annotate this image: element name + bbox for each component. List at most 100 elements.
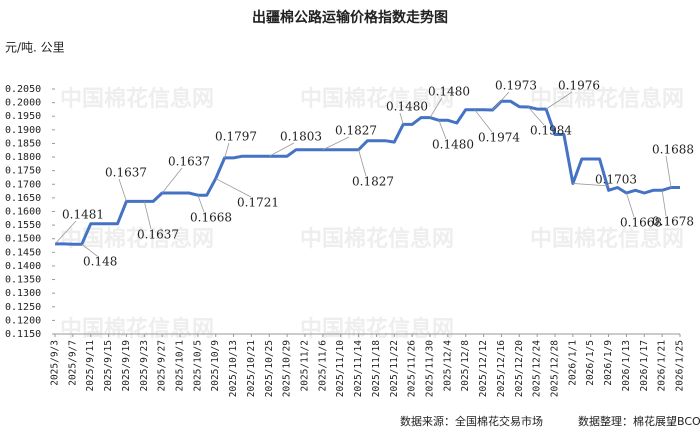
annotation: 0.1668: [620, 216, 662, 230]
annotation: 0.1678: [652, 215, 694, 229]
annotation-leader: [358, 149, 367, 177]
annotation-leader: [143, 201, 152, 230]
annotation: 0.1803: [280, 130, 322, 144]
y-tick-label: 0.1400: [5, 261, 41, 272]
annotation-leader: [399, 112, 404, 125]
watermark: 中国棉花信息网: [300, 226, 454, 252]
y-tick-label: 0.1750: [5, 166, 41, 177]
x-tick-label: 2025/12/12: [478, 340, 489, 397]
x-tick-label: 2026/1/17: [639, 340, 650, 391]
annotation-leader: [197, 195, 205, 213]
annotation-leader: [269, 142, 295, 157]
annotation-leader: [215, 178, 252, 198]
annotation: 0.1481: [62, 208, 104, 222]
x-tick-label: 2025/12/4: [442, 340, 453, 392]
x-tick-label: 2025/12/28: [550, 340, 561, 397]
y-tick-label: 0.1550: [5, 220, 41, 231]
source: 数据来源：全国棉花交易市场: [400, 414, 543, 428]
annotation-leader: [54, 220, 77, 245]
annotation-leader: [118, 178, 127, 202]
x-tick-label: 2025/11/30: [425, 340, 436, 397]
x-tick-label: 2026/1/5: [585, 340, 596, 386]
annotation-leader: [665, 155, 672, 188]
annotation: 0.1973: [495, 79, 537, 93]
annotation: 0.1721: [237, 196, 279, 210]
annotation-leader: [429, 97, 443, 118]
annotation: 0.1480: [386, 100, 428, 114]
watermark: 中国棉花信息网: [300, 316, 454, 342]
x-tick-label: 2026/1/9: [603, 340, 614, 386]
annotation: 0.1827: [335, 124, 377, 138]
annotation-leader: [492, 91, 510, 111]
x-tick-label: 2025/11/26: [407, 340, 418, 397]
annotation: 0.1637: [105, 166, 147, 180]
annotation-leader: [322, 136, 350, 151]
y-tick-label: 0.1500: [5, 234, 41, 245]
x-tick-label: 2025/10/21: [246, 340, 257, 397]
x-tick-label: 2025/12/16: [496, 340, 507, 397]
y-tick-label: 0.1700: [5, 179, 41, 190]
y-tick-label: 0.1800: [5, 152, 41, 163]
y-tick-label: 0.2000: [5, 98, 41, 109]
watermark: 中国棉花信息网: [60, 86, 214, 112]
watermark: 中国棉花信息网: [530, 226, 684, 252]
x-tick-label: 2026/1/21: [657, 340, 668, 392]
annotation: 0.1797: [215, 130, 257, 144]
line: [55, 99, 680, 246]
y-tick-label: 0.1850: [5, 138, 41, 149]
annotation: 0.1668: [190, 211, 232, 225]
y-tick-label: 0.1950: [5, 111, 41, 122]
x-tick-label: 2025/10/25: [264, 340, 275, 397]
y-tick-label: 0.1300: [5, 288, 41, 299]
x-tick-label: 2025/10/5: [192, 340, 203, 391]
annotation: 0.1974: [478, 131, 520, 145]
annotation-leader: [438, 120, 447, 140]
x-tick-label: 2025/11/10: [335, 340, 346, 397]
y-tick-label: 0.1450: [5, 247, 41, 258]
annotation-leader: [161, 167, 183, 194]
x-tick-label: 2025/10/29: [282, 340, 293, 397]
x-tick-label: 2025/12/8: [460, 340, 471, 392]
y-tick-label: 0.1900: [5, 125, 41, 136]
annotation: 0.1976: [558, 79, 600, 93]
annotation: 0.1637: [168, 155, 210, 169]
x-tick-label: 2025/9/7: [67, 340, 78, 386]
y-tick-label: 0.1650: [5, 193, 41, 204]
annotation-leader: [81, 243, 98, 257]
annotation: 0.1827: [352, 175, 394, 189]
annotation-leader: [474, 109, 493, 133]
watermark: 中国棉花信息网: [300, 86, 454, 112]
x-tick-label: 2025/9/23: [139, 340, 150, 391]
watermark: 中国棉花信息网: [60, 316, 214, 342]
annotation-leader: [661, 190, 667, 217]
x-tick-label: 2026/1/1: [567, 340, 578, 386]
annotation-leader: [572, 183, 610, 187]
x-tick-label: 2025/12/20: [514, 340, 525, 397]
annotation: 0.148: [83, 255, 117, 269]
chart-title: 出疆棉公路运输价格指数走势图: [252, 9, 448, 26]
x-tick-label: 2025/11/14: [353, 340, 364, 397]
x-tick-label: 2025/9/19: [121, 340, 132, 392]
x-tick-label: 2025/10/13: [228, 340, 239, 397]
annotation-leader: [626, 192, 635, 218]
x-tick-label: 2025/9/15: [103, 340, 114, 391]
y-tick-label: 0.1250: [5, 302, 41, 313]
x-tick-label: 2025/11/2: [300, 340, 311, 391]
annotation: 0.1703: [595, 173, 637, 187]
watermark: 中国棉花信息网: [530, 86, 684, 112]
x-tick-label: 2025/9/11: [85, 340, 96, 392]
x-tick-label: 2025/10/1: [175, 340, 186, 392]
annotation-leader: [224, 142, 230, 158]
annotation: 0.1480: [428, 85, 470, 99]
y-tick-label: 0.1600: [5, 207, 41, 218]
y-axis-label: 元/吨. 公里: [5, 41, 65, 55]
annotation: 0.1688: [652, 143, 694, 157]
y-tick-label: 0.1200: [5, 315, 41, 326]
x-tick-label: 2025/11/18: [371, 340, 382, 397]
annotation-leader: [527, 106, 545, 126]
x-tick-label: 2025/10/9: [210, 340, 221, 392]
x-tick-label: 2026/1/13: [621, 340, 632, 391]
annotation: 0.1637: [137, 228, 179, 242]
y-tick-label: 0.1350: [5, 275, 41, 286]
